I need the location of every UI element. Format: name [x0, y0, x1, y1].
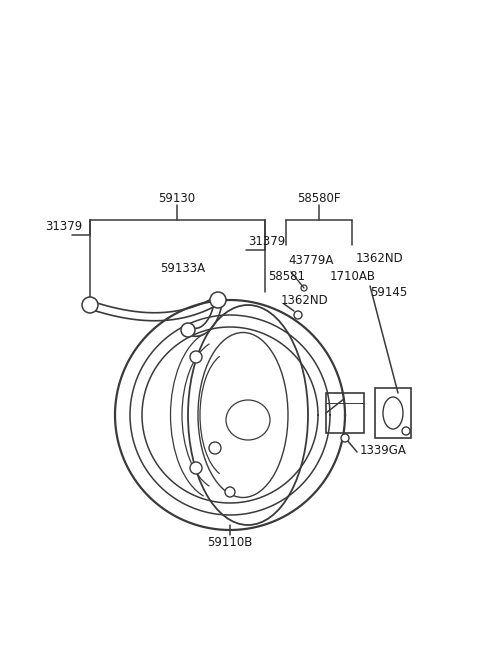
Text: 59133A: 59133A: [160, 261, 205, 274]
Circle shape: [209, 442, 221, 454]
Circle shape: [341, 434, 349, 442]
Text: 58580F: 58580F: [297, 191, 341, 204]
Text: 59145: 59145: [370, 286, 407, 299]
Circle shape: [294, 311, 302, 319]
Text: 1362ND: 1362ND: [356, 252, 404, 265]
Circle shape: [181, 323, 195, 337]
Text: 58581: 58581: [268, 269, 305, 282]
Bar: [375, 388, 411, 438]
Circle shape: [210, 292, 226, 308]
Text: 59130: 59130: [158, 191, 195, 204]
Circle shape: [190, 462, 202, 474]
Circle shape: [225, 487, 235, 497]
Text: 1710AB: 1710AB: [330, 269, 376, 282]
Text: 1339GA: 1339GA: [360, 443, 407, 457]
Text: 31379: 31379: [45, 220, 82, 233]
Text: 31379: 31379: [248, 235, 285, 248]
Circle shape: [402, 427, 410, 435]
Circle shape: [190, 351, 202, 363]
Bar: [326, 393, 364, 433]
Text: 43779A: 43779A: [288, 253, 334, 267]
Circle shape: [82, 297, 98, 313]
Text: 59110B: 59110B: [207, 536, 252, 548]
Text: 1362ND: 1362ND: [281, 293, 329, 307]
